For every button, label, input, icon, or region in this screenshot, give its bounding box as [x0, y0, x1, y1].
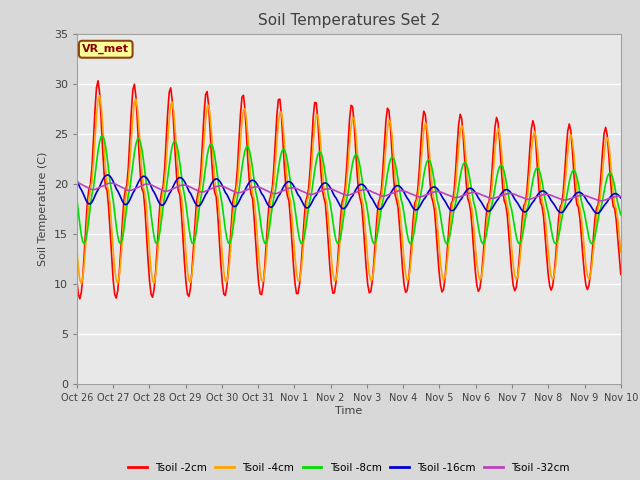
Text: VR_met: VR_met — [82, 44, 129, 54]
Title: Soil Temperatures Set 2: Soil Temperatures Set 2 — [258, 13, 440, 28]
Legend: Tsoil -2cm, Tsoil -4cm, Tsoil -8cm, Tsoil -16cm, Tsoil -32cm: Tsoil -2cm, Tsoil -4cm, Tsoil -8cm, Tsoi… — [124, 458, 573, 477]
X-axis label: Time: Time — [335, 406, 362, 416]
Y-axis label: Soil Temperature (C): Soil Temperature (C) — [38, 152, 48, 266]
